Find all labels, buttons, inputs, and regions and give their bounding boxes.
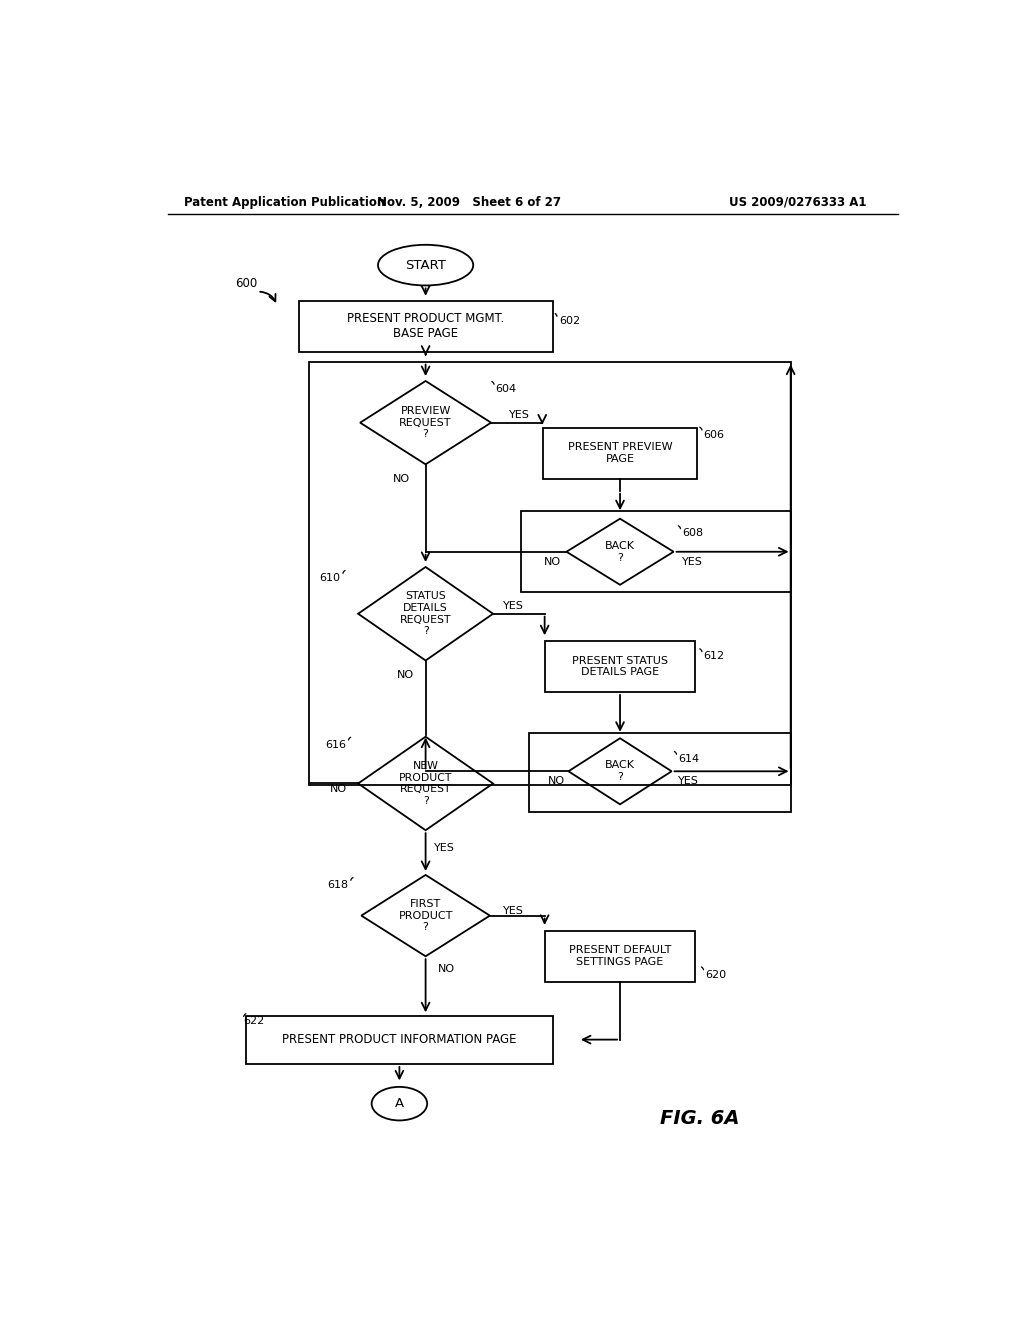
Text: 602: 602	[559, 315, 580, 326]
Text: 618: 618	[328, 880, 348, 890]
Text: PRESENT STATUS
DETAILS PAGE: PRESENT STATUS DETAILS PAGE	[572, 656, 668, 677]
Text: NO: NO	[330, 784, 347, 793]
Text: NO: NO	[392, 474, 410, 483]
Text: Nov. 5, 2009   Sheet 6 of 27: Nov. 5, 2009 Sheet 6 of 27	[377, 195, 561, 209]
Text: BACK
?: BACK ?	[605, 541, 635, 562]
Text: PRESENT DEFAULT
SETTINGS PAGE: PRESENT DEFAULT SETTINGS PAGE	[569, 945, 671, 968]
Bar	[528, 733, 791, 812]
Text: 612: 612	[703, 652, 725, 661]
Text: 608: 608	[682, 528, 703, 539]
Text: PRESENT PRODUCT INFORMATION PAGE: PRESENT PRODUCT INFORMATION PAGE	[283, 1034, 517, 1047]
Bar	[545, 642, 695, 692]
Bar	[543, 428, 697, 479]
Bar	[309, 362, 791, 784]
Text: NO: NO	[396, 669, 414, 680]
Text: 604: 604	[496, 384, 516, 395]
Text: FIG. 6A: FIG. 6A	[659, 1109, 739, 1129]
Text: FIRST
PRODUCT
?: FIRST PRODUCT ?	[398, 899, 453, 932]
Text: YES: YES	[433, 842, 455, 853]
Bar	[545, 931, 695, 982]
Text: YES: YES	[504, 601, 524, 611]
Text: YES: YES	[682, 557, 702, 566]
Text: 606: 606	[703, 430, 724, 440]
Text: START: START	[406, 259, 446, 272]
Text: PRESENT PRODUCT MGMT.
BASE PAGE: PRESENT PRODUCT MGMT. BASE PAGE	[347, 312, 504, 341]
Text: PREVIEW
REQUEST
?: PREVIEW REQUEST ?	[399, 407, 452, 440]
Text: 614: 614	[678, 754, 699, 764]
Text: 620: 620	[705, 970, 726, 979]
Text: US 2009/0276333 A1: US 2009/0276333 A1	[728, 195, 866, 209]
Text: NO: NO	[544, 557, 561, 566]
Text: NEW
PRODUCT
REQUEST
?: NEW PRODUCT REQUEST ?	[399, 762, 453, 807]
Text: YES: YES	[678, 776, 698, 787]
Text: 622: 622	[243, 1016, 264, 1027]
Text: Patent Application Publication: Patent Application Publication	[183, 195, 385, 209]
Bar	[246, 1015, 553, 1064]
Text: YES: YES	[503, 906, 523, 916]
Text: PRESENT PREVIEW
PAGE: PRESENT PREVIEW PAGE	[567, 442, 673, 463]
Text: A: A	[395, 1097, 404, 1110]
Bar	[521, 511, 791, 593]
Text: NO: NO	[548, 776, 565, 787]
Text: BACK
?: BACK ?	[605, 760, 635, 781]
Text: NO: NO	[437, 965, 455, 974]
Text: STATUS
DETAILS
REQUEST
?: STATUS DETAILS REQUEST ?	[399, 591, 452, 636]
Text: 610: 610	[319, 573, 341, 583]
Text: YES: YES	[509, 409, 529, 420]
Text: 616: 616	[326, 741, 346, 750]
Bar	[299, 301, 553, 351]
Text: 600: 600	[236, 277, 257, 290]
